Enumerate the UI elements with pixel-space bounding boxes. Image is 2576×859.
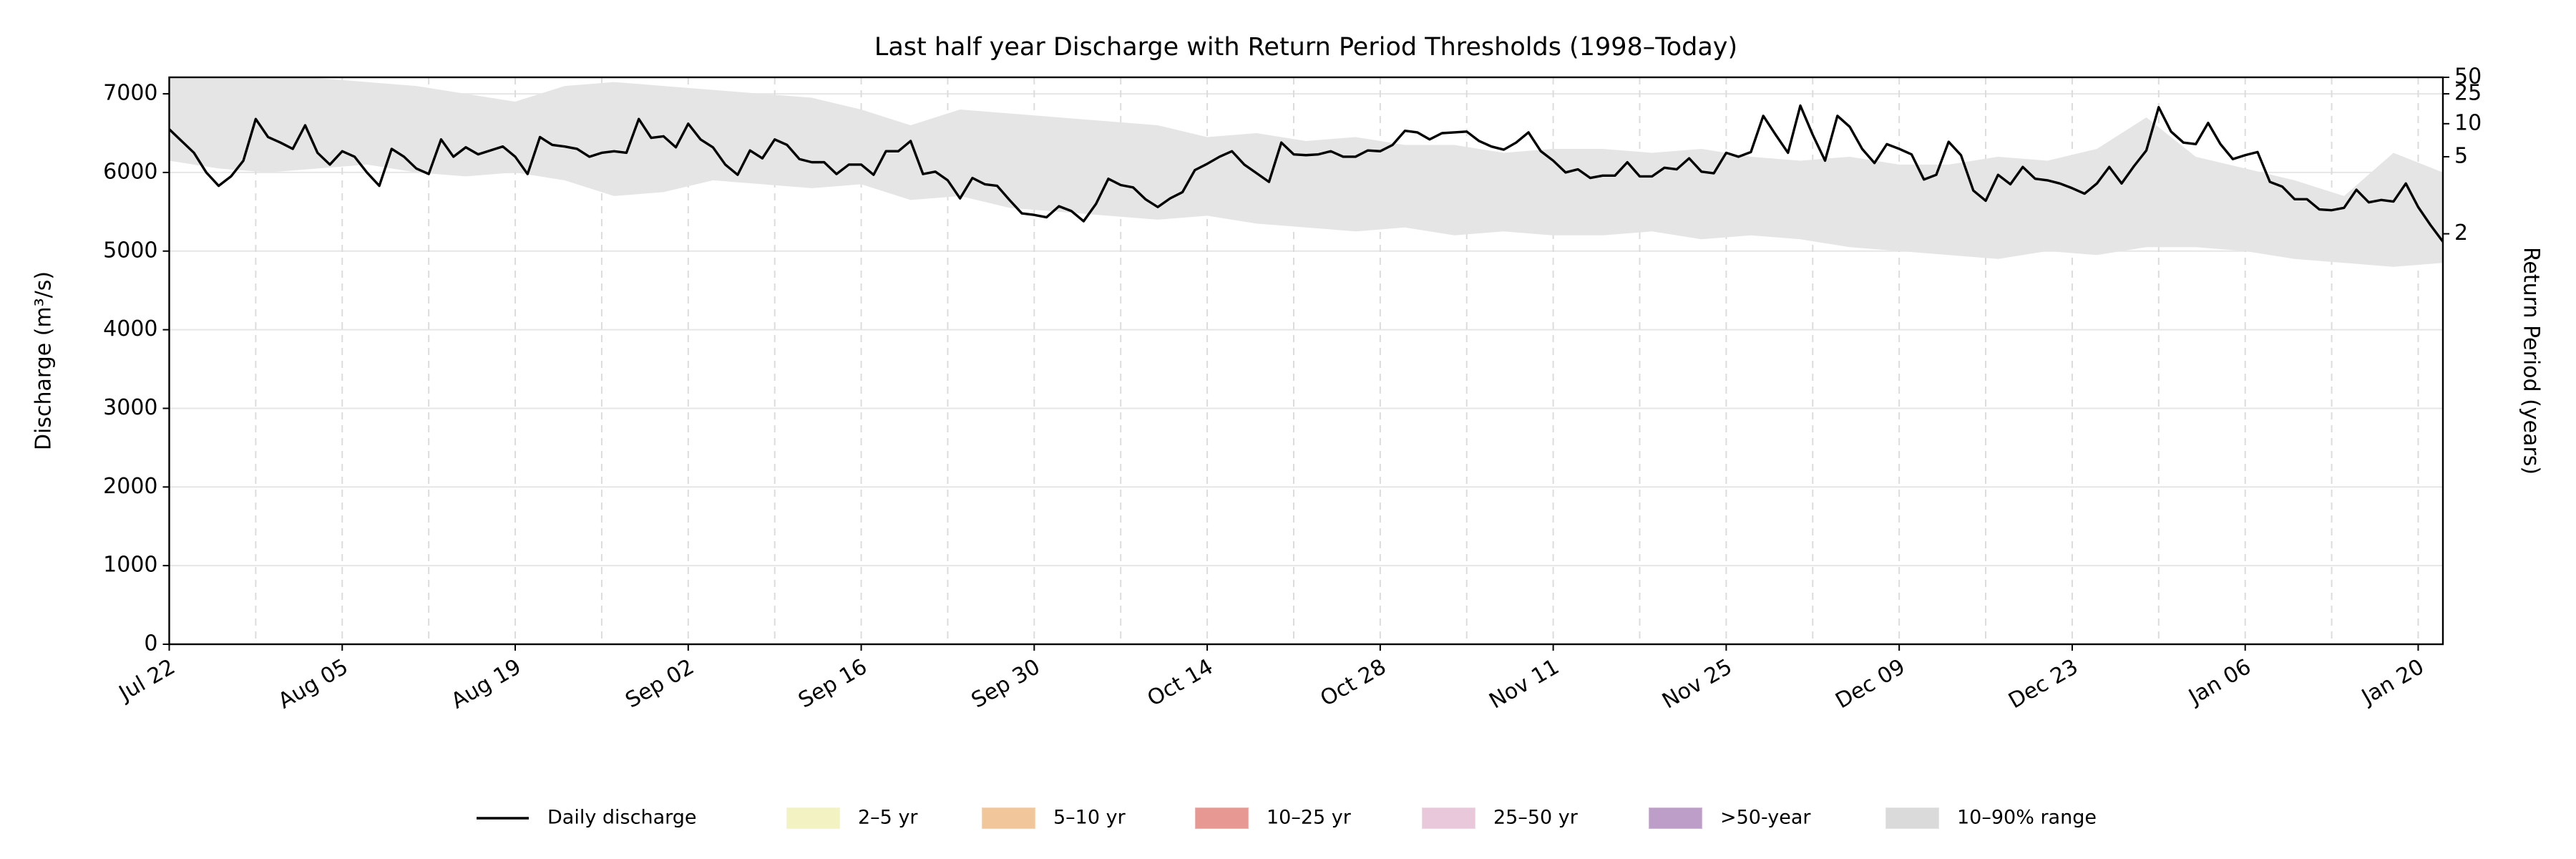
y-tick-label: 4000 [103,316,157,341]
legend-label: 25–50 yr [1493,807,1579,829]
x-tick-label: Dec 23 [2004,654,2082,714]
x-tick-label: Dec 09 [1831,654,1909,714]
x-tick-label: Aug 05 [274,654,353,714]
x-tick-label: Nov 25 [1658,654,1737,714]
legend-swatch [1649,807,1702,829]
y2-tick-label: 2 [2454,220,2468,246]
legend-swatch [1885,807,1939,829]
y2-tick-label: 10 [2454,110,2482,135]
y-tick-label: 2000 [103,474,157,499]
y-tick-label: 6000 [103,159,157,184]
legend-label: Daily discharge [547,807,697,829]
legend-swatch [982,807,1035,829]
range-band [169,78,2443,267]
x-tick-label: Jul 22 [114,654,180,707]
discharge-line [168,104,2444,243]
chart-title: Last half year Discharge with Return Per… [874,33,1737,62]
x-tick-label: Jan 06 [2183,654,2255,710]
y2-tick-label: 5 [2454,143,2468,168]
legend-swatch [786,807,840,829]
plot-frame [168,76,2444,646]
legend-label: 10–90% range [1957,807,2097,829]
legend-swatch [1422,807,1475,829]
x-tick-label: Sep 30 [967,654,1045,713]
x-tick-label: Sep 16 [794,654,872,713]
x-tick-label: Aug 19 [447,654,526,714]
y2-tick-label: 50 [2454,64,2482,89]
legend-label: 5–10 yr [1053,807,1126,829]
y-tick-label: 7000 [103,81,157,106]
x-tick-label: Nov 11 [1485,654,1563,714]
y-axis-label: Discharge (m³/s) [31,271,57,450]
x-tick-label: Oct 28 [1316,654,1390,712]
y-tick-label: 1000 [103,553,157,578]
y-tick-label: 5000 [103,238,157,263]
x-tick-label: Jan 20 [2356,654,2429,710]
legend-label: 10–25 yr [1267,807,1352,829]
y2-axis-label: Return Period (years) [2519,247,2544,475]
x-tick-label: Sep 02 [621,654,698,713]
x-tick-label: Oct 14 [1143,654,1218,712]
y2-tick-label: 25 [2454,81,2482,106]
legend-label: 2–5 yr [858,807,918,829]
legend-swatch [1195,807,1249,829]
y-tick-label: 3000 [103,395,157,420]
legend-label: >50-year [1720,807,1811,829]
y-tick-label: 0 [144,631,157,656]
